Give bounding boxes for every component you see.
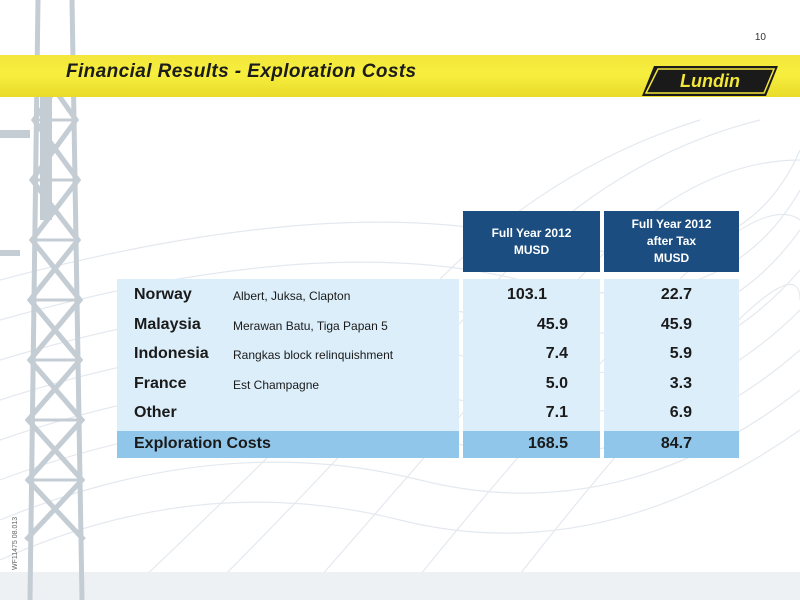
row-full-year-value: 103.1 [506,286,547,303]
total-label: Exploration Costs [134,435,271,452]
row-country: France [134,375,187,392]
rows-panel-labels [117,279,459,431]
row-fields: Est Champagne [233,378,320,392]
row-fields: Merawan Batu, Tiga Papan 5 [233,319,388,333]
row-fields: Rangkas block relinquishment [233,348,394,362]
oil-derrick-icon [0,0,86,600]
header-after-tax-line3: MUSD [653,251,690,265]
row-after-tax-value: 6.9 [669,404,692,421]
header-after-tax-line1: Full Year 2012 [631,217,712,231]
header-after-tax-line2: after Tax [646,234,697,248]
page-number: 10 [754,32,766,43]
row-after-tax-value: 5.9 [669,345,692,362]
rows-panel-full-year [463,279,600,431]
table-row: Norway Albert, Juksa, Clapton 103.1 22.7 [0,286,800,314]
total-panel-after-tax [604,431,739,458]
logo-text: Lundin [680,71,740,91]
header-full-year: Full Year 2012 MUSD [463,211,600,272]
row-country: Indonesia [134,345,209,362]
row-country: Other [134,404,177,421]
total-row: Exploration Costs 168.5 84.7 [0,435,800,463]
row-country: Malaysia [134,316,201,333]
rows-panel-after-tax [604,279,739,431]
row-full-year-value: 45.9 [536,316,568,333]
table-row: France Est Champagne 5.0 3.3 [0,375,800,403]
row-full-year-value: 5.0 [545,375,568,392]
row-country: Norway [134,286,192,303]
header-full-year-line2: MUSD [513,242,550,257]
table-row: Indonesia Rangkas block relinquishment 7… [0,345,800,373]
total-panel-full-year [463,431,600,458]
row-full-year-value: 7.1 [545,404,568,421]
page-title: Financial Results - Exploration Costs [66,61,417,82]
table-row: Malaysia Merawan Batu, Tiga Papan 5 45.9… [0,316,800,344]
document-code: WF11475 08.013 [12,516,19,570]
total-full-year-value: 168.5 [527,435,568,452]
row-after-tax-value: 22.7 [660,286,692,303]
total-panel-label [117,431,459,458]
row-full-year-value: 7.4 [545,345,568,362]
row-fields: Albert, Juksa, Clapton [233,289,351,303]
header-after-tax: Full Year 2012 after Tax MUSD [604,211,739,272]
header-full-year-line1: Full Year 2012 [491,225,572,240]
table-row: Other 7.1 6.9 [0,404,800,432]
lundin-logo: Lundin [642,66,778,96]
row-after-tax-value: 3.3 [669,375,692,392]
row-after-tax-value: 45.9 [660,316,692,333]
total-after-tax-value: 84.7 [660,435,692,452]
